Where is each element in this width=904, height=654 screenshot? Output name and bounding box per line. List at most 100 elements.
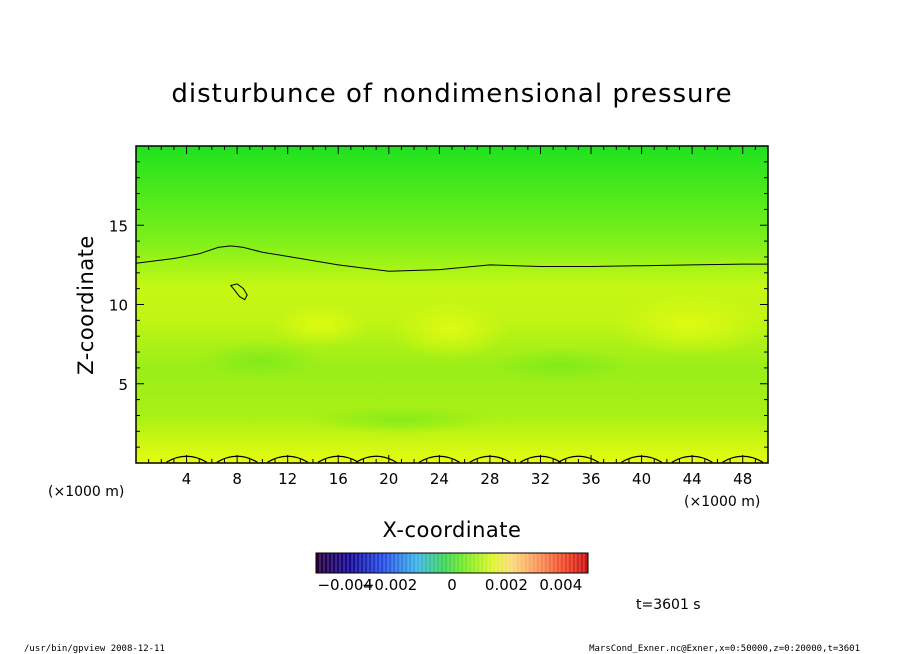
colorbar-tick-label-3: 0.002 — [485, 576, 528, 594]
colorbar-cell-2 — [324, 553, 328, 573]
colorbar-cell-53 — [528, 553, 532, 573]
colorbar-cell-31 — [440, 553, 444, 573]
colorbar-cell-56 — [540, 553, 544, 573]
colorbar-cell-30 — [436, 553, 440, 573]
x-tick-label-2: 12 — [278, 470, 297, 488]
colorbar-cell-16 — [380, 553, 384, 573]
colorbar-cell-11 — [360, 553, 364, 573]
time-label: t=3601 s — [636, 597, 701, 613]
colorbar-cell-49 — [512, 553, 516, 573]
colorbar-cell-0 — [316, 553, 320, 573]
y-tick-label-0: 5 — [118, 376, 128, 394]
colorbar-cell-20 — [396, 553, 400, 573]
colorbar-cell-25 — [416, 553, 420, 573]
colorbar-cell-12 — [364, 553, 368, 573]
colorbar-cell-17 — [384, 553, 388, 573]
colorbar-cell-15 — [376, 553, 380, 573]
colorbar-cell-45 — [496, 553, 500, 573]
colorbar-cell-29 — [432, 553, 436, 573]
chart-title: disturbunce of nondimensional pressure — [171, 79, 732, 109]
colorbar-cell-6 — [340, 553, 344, 573]
colorbar-cell-40 — [476, 553, 480, 573]
colorbar-cell-57 — [544, 553, 548, 573]
colorbar-cell-63 — [568, 553, 572, 573]
x-tick-label-10: 44 — [683, 470, 702, 488]
x-unit-left: (×1000 m) — [48, 484, 124, 500]
colorbar-cell-54 — [532, 553, 536, 573]
colorbar-cell-1 — [320, 553, 324, 573]
colorbar-cell-37 — [464, 553, 468, 573]
colorbar-cell-39 — [472, 553, 476, 573]
colorbar-cell-10 — [356, 553, 360, 573]
colorbar-cell-46 — [500, 553, 504, 573]
closed-contour-line — [229, 283, 248, 301]
colorbar-cell-35 — [456, 553, 460, 573]
colorbar-cell-27 — [424, 553, 428, 573]
x-tick-label-5: 24 — [430, 470, 449, 488]
colorbar-tick-label-2: 0 — [447, 576, 457, 594]
colorbar-cell-28 — [428, 553, 432, 573]
y-tick-label-1: 10 — [109, 297, 128, 315]
colorbar-cell-8 — [348, 553, 352, 573]
colorbar-cell-18 — [388, 553, 392, 573]
field-area — [136, 146, 768, 463]
colorbar-cell-36 — [460, 553, 464, 573]
colorbar-cell-67 — [584, 553, 588, 573]
colorbar-cell-21 — [400, 553, 404, 573]
x-tick-label-3: 16 — [329, 470, 348, 488]
x-tick-label-0: 4 — [182, 470, 192, 488]
colorbar-cell-26 — [420, 553, 424, 573]
colorbar-cell-65 — [576, 553, 580, 573]
colorbar-cell-34 — [452, 553, 456, 573]
x-tick-label-4: 20 — [379, 470, 398, 488]
field-blob-yellow-2 — [610, 293, 768, 357]
colorbar-cell-52 — [524, 553, 528, 573]
colorbar-cell-60 — [556, 553, 560, 573]
field-blob-yellow-3 — [270, 303, 370, 347]
colorbar-frame — [315, 552, 589, 574]
colorbar-cell-38 — [468, 553, 472, 573]
colorbar-cell-7 — [344, 553, 348, 573]
x-axis-label: X-coordinate — [383, 518, 522, 542]
colorbar-ticks: −0.004−0.002 0 0.002 0.004 — [317, 576, 582, 594]
colorbar-cell-33 — [448, 553, 452, 573]
x-tick-label-6: 28 — [480, 470, 499, 488]
colorbar-cell-32 — [444, 553, 448, 573]
colorbar-cell-55 — [536, 553, 540, 573]
colorbar-tick-label-0: −0.004 — [317, 576, 373, 594]
x-tick-label-9: 40 — [632, 470, 651, 488]
colorbar-tick-label-1: −0.002 — [362, 576, 418, 594]
field-blob-green-2 — [490, 347, 630, 383]
zero-contour-line — [136, 245, 768, 272]
field-blob-yellow-1 — [390, 300, 510, 360]
field-blob-green-3 — [310, 406, 490, 434]
colorbar-cell-51 — [520, 553, 524, 573]
colorbar-cell-4 — [332, 553, 336, 573]
surface-contour-8 — [557, 455, 599, 463]
x-tick-label-1: 8 — [232, 470, 242, 488]
colorbar-cell-43 — [488, 553, 492, 573]
y-axis-label: Z-coordinate — [74, 235, 98, 375]
x-tick-label-8: 36 — [581, 470, 600, 488]
colorbar-cell-47 — [504, 553, 508, 573]
colorbar-cell-62 — [564, 553, 568, 573]
colorbar-cell-61 — [560, 553, 564, 573]
colorbar-cell-50 — [516, 553, 520, 573]
colorbar-cell-24 — [412, 553, 416, 573]
colorbar-cell-44 — [492, 553, 496, 573]
footer-right: MarsCond_Exner.nc@Exner,x=0:50000,z=0:20… — [589, 644, 860, 654]
x-ticks: 4 8 12 16 20 24 28 32 36 40 44 48 — [148, 146, 756, 488]
x-tick-label-11: 48 — [733, 470, 752, 488]
x-unit-right: (×1000 m) — [684, 494, 760, 510]
x-tick-label-7: 32 — [531, 470, 550, 488]
colorbar-cell-13 — [368, 553, 372, 573]
colorbar-cell-22 — [404, 553, 408, 573]
colorbar-tick-label-4: 0.004 — [539, 576, 582, 594]
colorbar-cell-58 — [548, 553, 552, 573]
colorbar-cell-42 — [484, 553, 488, 573]
y-ticks: 5 10 15 — [109, 161, 768, 448]
colorbar-cell-64 — [572, 553, 576, 573]
colorbar-cell-41 — [480, 553, 484, 573]
colorbar-cell-9 — [352, 553, 356, 573]
